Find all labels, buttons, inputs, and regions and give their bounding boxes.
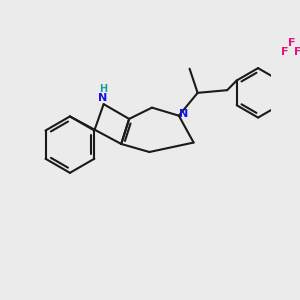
Text: N: N (179, 109, 188, 119)
Text: H: H (99, 84, 107, 94)
Text: F: F (294, 47, 300, 57)
Text: N: N (98, 93, 108, 103)
Text: F: F (288, 38, 295, 48)
Text: F: F (281, 47, 289, 57)
